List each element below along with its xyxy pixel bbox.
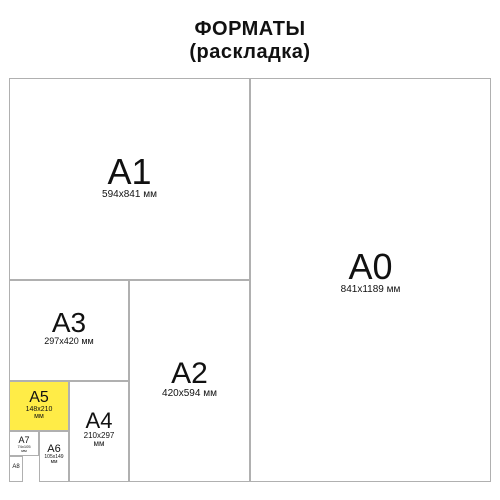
format-a4: A4210x297 мм: [69, 381, 129, 482]
format-a0-dims: 841x1189 мм: [341, 285, 401, 296]
format-a4-dims: 210x297 мм: [84, 432, 115, 449]
page-title: ФОРМАТЫ: [0, 18, 500, 41]
format-a0: A0841x1189 мм: [250, 78, 491, 482]
format-a8: A8: [9, 456, 23, 482]
format-a4-name: A4: [86, 410, 113, 432]
format-a3: A3297x420 мм: [9, 280, 129, 381]
format-a6-dims: 105x149 мм: [44, 455, 63, 466]
format-a0-name: A0: [348, 249, 392, 285]
format-a2-name: A2: [171, 359, 208, 389]
format-a5-name: A5: [29, 390, 49, 406]
format-a2: A2420x594 мм: [129, 280, 250, 482]
format-a8-name: A8: [12, 464, 19, 470]
title-block: ФОРМАТЫ (раскладка): [0, 18, 500, 64]
format-a5-dims: 148x210 мм: [26, 406, 53, 421]
format-a7-dims: 74x105 мм: [17, 445, 30, 453]
formats-canvas: A0841x1189 ммA1594x841 ммA2420x594 ммA32…: [9, 78, 491, 482]
format-a1-dims: 594x841 мм: [102, 190, 157, 201]
format-a1: A1594x841 мм: [9, 78, 250, 280]
format-a2-dims: 420x594 мм: [162, 389, 217, 400]
format-a5: A5148x210 мм: [9, 381, 69, 431]
format-a7: A774x105 мм: [9, 431, 39, 456]
page-subtitle: (раскладка): [0, 41, 500, 64]
format-a3-name: A3: [52, 309, 86, 337]
format-a3-dims: 297x420 мм: [44, 337, 93, 346]
format-a6: A6105x149 мм: [39, 431, 69, 482]
format-a1-name: A1: [107, 154, 151, 190]
